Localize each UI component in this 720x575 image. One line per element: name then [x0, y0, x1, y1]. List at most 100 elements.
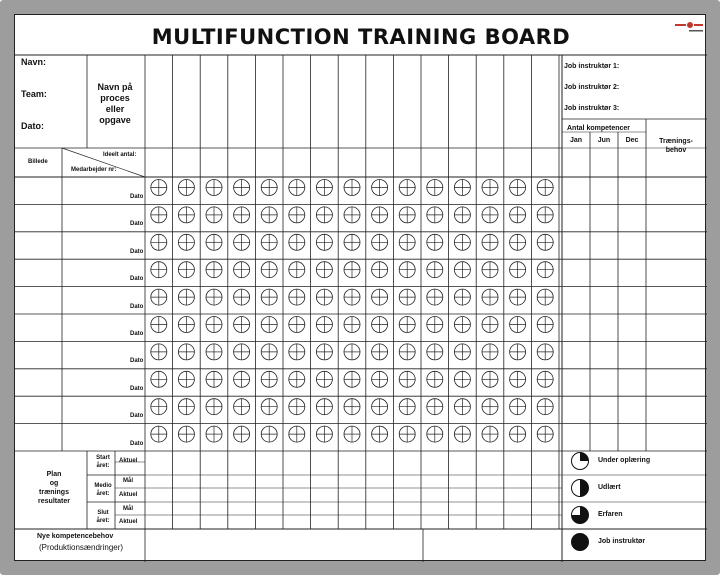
- competence-cell-icon[interactable]: [315, 261, 333, 279]
- competence-cell-icon[interactable]: [177, 425, 195, 443]
- competence-cell-icon[interactable]: [509, 398, 527, 416]
- competence-cell-icon[interactable]: [481, 425, 499, 443]
- competence-cell-icon[interactable]: [481, 316, 499, 333]
- competence-cell-icon[interactable]: [177, 288, 195, 306]
- competence-cell-icon[interactable]: [481, 261, 499, 279]
- competence-cell-icon[interactable]: [398, 370, 416, 388]
- competence-cell-icon[interactable]: [426, 316, 444, 333]
- competence-cell-icon[interactable]: [343, 233, 361, 251]
- competence-cell-icon[interactable]: [288, 261, 306, 279]
- competence-cell-icon[interactable]: [426, 233, 444, 251]
- competence-cell-icon[interactable]: [205, 288, 223, 306]
- competence-cell-icon[interactable]: [426, 370, 444, 388]
- competence-cell-icon[interactable]: [260, 370, 278, 388]
- competence-cell-icon[interactable]: [260, 398, 278, 416]
- competence-cell-icon[interactable]: [315, 316, 333, 333]
- competence-cell-icon[interactable]: [260, 316, 278, 333]
- competence-cell-icon[interactable]: [398, 343, 416, 361]
- competence-cell-icon[interactable]: [315, 288, 333, 306]
- competence-cell-icon[interactable]: [260, 179, 278, 196]
- competence-cell-icon[interactable]: [343, 288, 361, 306]
- competence-cell-icon[interactable]: [343, 206, 361, 224]
- competence-cell-icon[interactable]: [536, 179, 554, 196]
- competence-cell-icon[interactable]: [205, 398, 223, 416]
- competence-cell-icon[interactable]: [288, 398, 306, 416]
- competence-cell-icon[interactable]: [509, 179, 527, 196]
- competence-cell-icon[interactable]: [288, 425, 306, 443]
- competence-cell-icon[interactable]: [150, 288, 168, 306]
- competence-cell-icon[interactable]: [398, 206, 416, 224]
- competence-cell-icon[interactable]: [177, 261, 195, 279]
- competence-cell-icon[interactable]: [205, 370, 223, 388]
- competence-cell-icon[interactable]: [233, 398, 251, 416]
- competence-cell-icon[interactable]: [205, 233, 223, 251]
- competence-cell-icon[interactable]: [260, 233, 278, 251]
- competence-cell-icon[interactable]: [453, 398, 471, 416]
- competence-cell-icon[interactable]: [177, 179, 195, 196]
- competence-cell-icon[interactable]: [453, 261, 471, 279]
- competence-cell-icon[interactable]: [177, 343, 195, 361]
- competence-cell-icon[interactable]: [343, 343, 361, 361]
- competence-cell-icon[interactable]: [150, 370, 168, 388]
- competence-cell-icon[interactable]: [288, 288, 306, 306]
- competence-cell-icon[interactable]: [315, 179, 333, 196]
- competence-cell-icon[interactable]: [398, 288, 416, 306]
- competence-cell-icon[interactable]: [371, 206, 389, 224]
- competence-cell-icon[interactable]: [398, 179, 416, 196]
- competence-cell-icon[interactable]: [260, 343, 278, 361]
- competence-cell-icon[interactable]: [481, 398, 499, 416]
- competence-cell-icon[interactable]: [536, 233, 554, 251]
- competence-cell-icon[interactable]: [233, 206, 251, 224]
- competence-cell-icon[interactable]: [288, 206, 306, 224]
- competence-cell-icon[interactable]: [343, 425, 361, 443]
- competence-cell-icon[interactable]: [426, 206, 444, 224]
- competence-cell-icon[interactable]: [398, 233, 416, 251]
- competence-cell-icon[interactable]: [371, 179, 389, 196]
- competence-cell-icon[interactable]: [453, 233, 471, 251]
- competence-cell-icon[interactable]: [453, 370, 471, 388]
- competence-cell-icon[interactable]: [371, 288, 389, 306]
- competence-cell-icon[interactable]: [150, 425, 168, 443]
- competence-cell-icon[interactable]: [371, 343, 389, 361]
- competence-cell-icon[interactable]: [177, 233, 195, 251]
- competence-cell-icon[interactable]: [150, 233, 168, 251]
- competence-cell-icon[interactable]: [371, 233, 389, 251]
- competence-cell-icon[interactable]: [315, 233, 333, 251]
- competence-cell-icon[interactable]: [453, 206, 471, 224]
- competence-cell-icon[interactable]: [481, 233, 499, 251]
- competence-cell-icon[interactable]: [205, 343, 223, 361]
- competence-cell-icon[interactable]: [260, 425, 278, 443]
- competence-cell-icon[interactable]: [315, 425, 333, 443]
- competence-cell-icon[interactable]: [536, 206, 554, 224]
- competence-cell-icon[interactable]: [150, 261, 168, 279]
- competence-cell-icon[interactable]: [260, 206, 278, 224]
- competence-cell-icon[interactable]: [260, 288, 278, 306]
- competence-cell-icon[interactable]: [371, 261, 389, 279]
- competence-cell-icon[interactable]: [509, 343, 527, 361]
- competence-cell-icon[interactable]: [536, 343, 554, 361]
- competence-cell-icon[interactable]: [398, 398, 416, 416]
- competence-cell-icon[interactable]: [481, 343, 499, 361]
- competence-cell-icon[interactable]: [150, 343, 168, 361]
- competence-cell-icon[interactable]: [343, 398, 361, 416]
- competence-cell-icon[interactable]: [233, 261, 251, 279]
- competence-cell-icon[interactable]: [233, 233, 251, 251]
- competence-cell-icon[interactable]: [481, 288, 499, 306]
- competence-cell-icon[interactable]: [398, 316, 416, 333]
- competence-cell-icon[interactable]: [371, 316, 389, 333]
- competence-cell-icon[interactable]: [509, 233, 527, 251]
- competence-cell-icon[interactable]: [426, 343, 444, 361]
- competence-cell-icon[interactable]: [288, 233, 306, 251]
- competence-cell-icon[interactable]: [509, 316, 527, 333]
- competence-cell-icon[interactable]: [177, 316, 195, 333]
- competence-cell-icon[interactable]: [315, 343, 333, 361]
- competence-cell-icon[interactable]: [315, 398, 333, 416]
- competence-cell-icon[interactable]: [536, 316, 554, 333]
- competence-cell-icon[interactable]: [426, 261, 444, 279]
- competence-cell-icon[interactable]: [233, 179, 251, 196]
- competence-cell-icon[interactable]: [343, 370, 361, 388]
- competence-cell-icon[interactable]: [150, 398, 168, 416]
- competence-cell-icon[interactable]: [509, 206, 527, 224]
- competence-cell-icon[interactable]: [536, 398, 554, 416]
- competence-cell-icon[interactable]: [205, 316, 223, 333]
